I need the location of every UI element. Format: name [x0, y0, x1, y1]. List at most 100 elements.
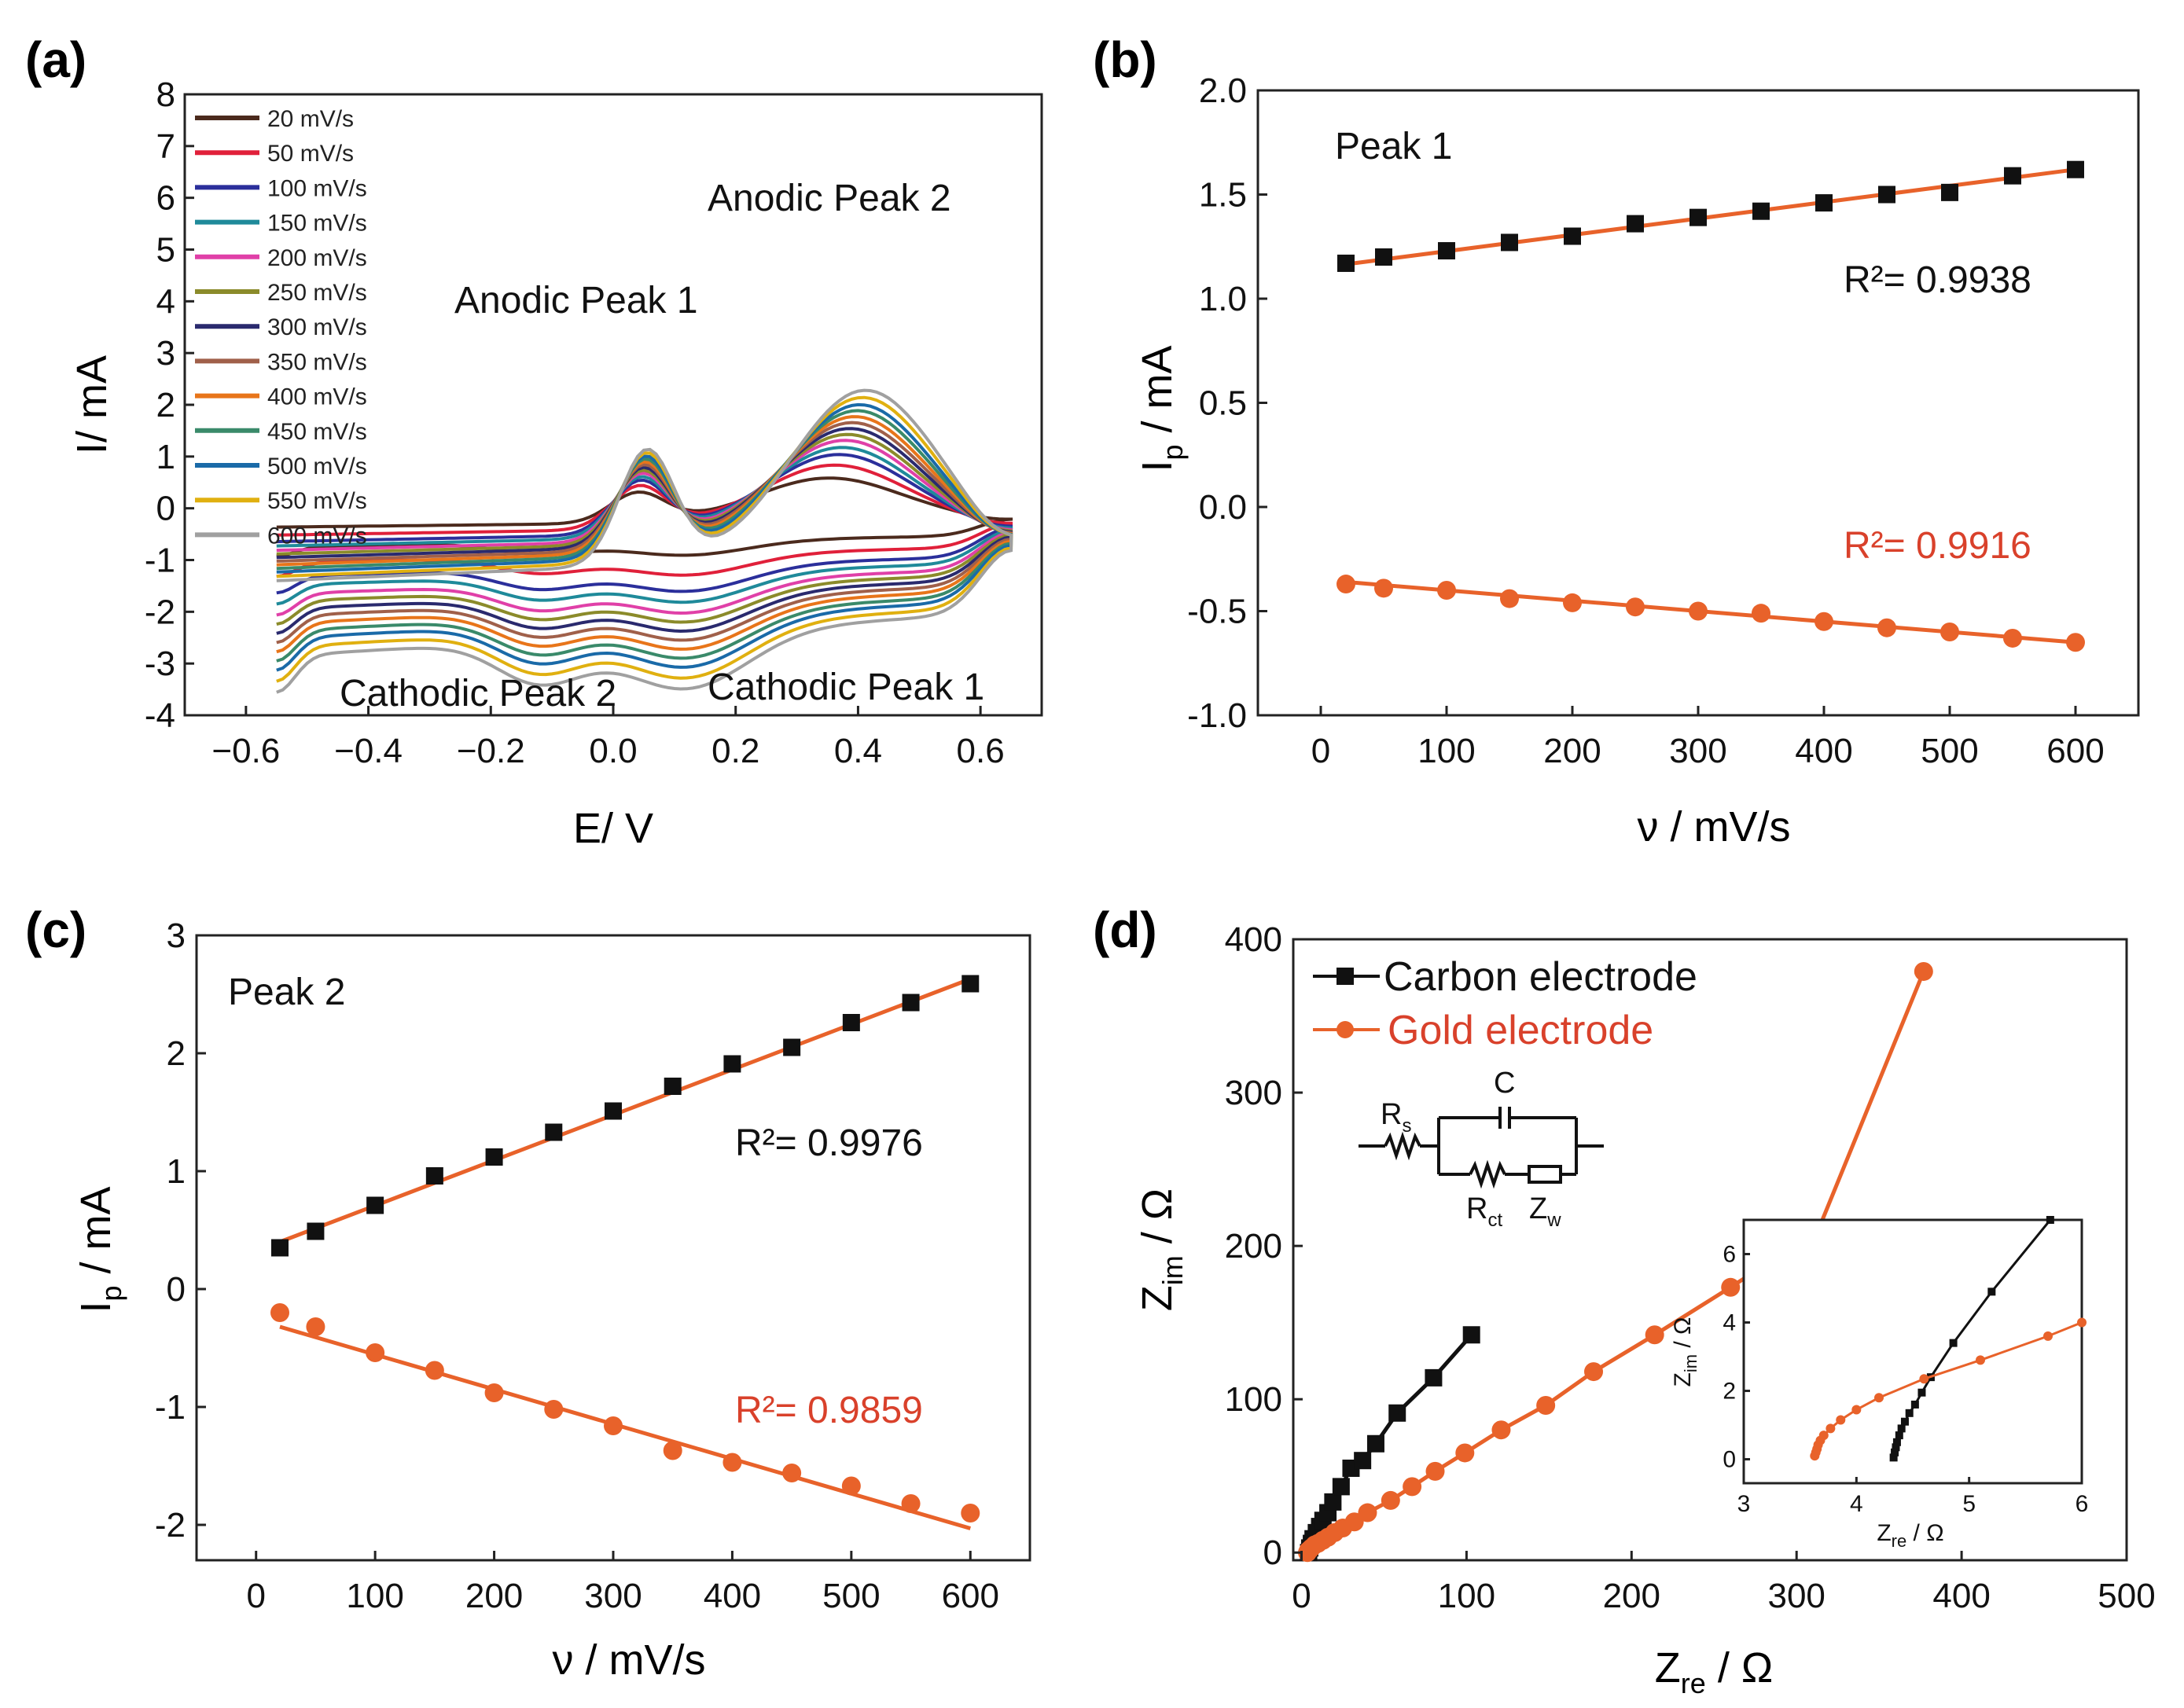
- panel-label-d: (d): [1093, 902, 1157, 958]
- inset-point-carbon: [1949, 1339, 1958, 1347]
- r2-label-anodic: R²= 0.9938: [1844, 259, 2031, 301]
- y-tick-label: 2: [167, 1034, 186, 1073]
- inset-point-gold: [1818, 1431, 1829, 1441]
- x-axis-ticks: −0.6 −0.4 −0.2 0.0 0.2 0.4 0.6: [211, 706, 1005, 770]
- inset-point-gold: [1836, 1415, 1846, 1425]
- data-point-carbon: [1366, 1434, 1384, 1453]
- annotation-cathodic-peak-1: Cathodic Peak 1: [708, 667, 984, 708]
- data-point-anodic: [605, 1102, 622, 1120]
- legend-label: 20 mV/s: [267, 106, 354, 132]
- data-point-gold: [1914, 961, 1933, 981]
- y-tick-label: 5: [156, 231, 175, 270]
- annotation-anodic-peak-2: Anodic Peak 2: [708, 178, 951, 219]
- data-point-anodic: [485, 1148, 503, 1166]
- y-tick-label: 3: [156, 334, 175, 373]
- fit-line-cathodic: [279, 1324, 971, 1530]
- inset-point-carbon: [1900, 1417, 1909, 1426]
- legend-marker-gold: [1337, 1021, 1354, 1038]
- inset-point-gold: [1826, 1423, 1836, 1434]
- data-point-cathodic: [1689, 601, 1708, 621]
- panel-label-b: (b): [1093, 31, 1157, 88]
- data-point-anodic: [902, 994, 920, 1012]
- y-tick-label: 1: [156, 438, 175, 476]
- scatter-series: [1337, 160, 2085, 652]
- inset-point-gold: [2043, 1331, 2053, 1341]
- cv-curve-50-mv-s: [276, 463, 1013, 579]
- data-point-carbon: [1332, 1478, 1350, 1496]
- x-tick-label: 100: [346, 1577, 403, 1615]
- data-point-anodic: [1375, 248, 1392, 266]
- data-point-cathodic: [1814, 612, 1833, 631]
- x-tick-label: 0.6: [957, 732, 1005, 770]
- plot-title: Peak 2: [228, 972, 345, 1013]
- legend-label-carbon: Carbon electrode: [1384, 954, 1697, 1000]
- y-tick-label: 0: [1263, 1534, 1282, 1572]
- y-tick-label: 200: [1225, 1227, 1282, 1265]
- x-tick-label: 300: [1767, 1577, 1825, 1615]
- y-tick-label: 0.5: [1199, 384, 1247, 423]
- data-point-anodic: [783, 1038, 801, 1056]
- annotation-cathodic-peak-2: Cathodic Peak 2: [340, 673, 616, 714]
- inset-y-tick-label: 2: [1723, 1379, 1736, 1405]
- data-point-anodic: [1564, 227, 1581, 245]
- data-point-cathodic: [1626, 597, 1645, 617]
- y-tick-label: 400: [1225, 920, 1282, 959]
- warburg-element-symbol: [1528, 1165, 1562, 1184]
- legend-label-gold: Gold electrode: [1388, 1008, 1653, 1053]
- y-tick-label: -0.5: [1187, 593, 1247, 631]
- data-point-anodic: [1752, 202, 1770, 220]
- data-point-gold: [1425, 1461, 1445, 1481]
- x-axis-ticks: 0 100 200 300 400 500 600: [246, 1551, 999, 1615]
- inset-x-tick-label: 6: [2076, 1491, 2089, 1517]
- legend-marker-carbon: [1337, 968, 1354, 985]
- x-tick-label: 400: [1795, 732, 1852, 770]
- x-tick-label: 400: [1932, 1577, 1990, 1615]
- y-tick-label: 1: [167, 1152, 186, 1191]
- x-tick-label: 0.2: [711, 732, 759, 770]
- data-point-cathodic: [961, 1504, 980, 1523]
- x-tick-label: 300: [1669, 732, 1726, 770]
- y-axis-ticks: 3 2 1 0 -1 -2: [155, 916, 206, 1545]
- data-point-anodic: [1689, 208, 1707, 226]
- legend-label: 500 mV/s: [267, 454, 367, 479]
- legend-label: 550 mV/s: [267, 488, 367, 514]
- data-point-anodic: [1627, 215, 1644, 233]
- data-point-gold: [1584, 1362, 1604, 1382]
- data-point-cathodic: [1437, 581, 1456, 600]
- data-point-cathodic: [841, 1476, 861, 1496]
- inset-point-gold: [1919, 1374, 1929, 1384]
- data-point-cathodic: [1563, 593, 1582, 612]
- data-point-cathodic: [2066, 633, 2085, 652]
- legend: 20 mV/s 50 mV/s 100 mV/s 150 mV/s 200 mV/s 25…: [195, 106, 367, 549]
- y-axis-title: I/ mA: [68, 355, 116, 454]
- data-point-anodic: [1438, 242, 1455, 260]
- data-point-cathodic: [1337, 575, 1355, 594]
- data-point-cathodic: [544, 1400, 564, 1419]
- inset-point-carbon: [1917, 1388, 1926, 1397]
- y-tick-label: 1.5: [1199, 176, 1247, 215]
- y-tick-label: -2: [145, 593, 175, 631]
- inset-point-carbon: [1892, 1438, 1901, 1446]
- data-point-anodic: [307, 1222, 325, 1240]
- x-tick-label: 500: [2098, 1577, 2155, 1615]
- data-point-cathodic: [1500, 589, 1519, 608]
- x-tick-label: 0.0: [589, 732, 637, 770]
- data-point-gold: [1536, 1395, 1556, 1415]
- x-tick-label: 600: [2046, 732, 2104, 770]
- inset-point-carbon: [1905, 1409, 1914, 1417]
- data-point-gold: [1721, 1277, 1741, 1297]
- inset-frame: [1742, 1218, 2083, 1485]
- inset-point-gold: [1976, 1355, 1985, 1365]
- panel-b-peak1-plot: (b) Peak 1 2.0 1.5 1.0 0.5 0.0 -0.5 -1.0 0 100 2…: [1093, 31, 2140, 850]
- x-axis-title: E/ V: [573, 805, 653, 852]
- inset-point-carbon: [2046, 1216, 2054, 1224]
- inset-series: [1810, 1216, 2087, 1462]
- data-point-anodic: [664, 1078, 682, 1095]
- data-point-cathodic: [484, 1383, 504, 1402]
- x-axis-ticks: 0 100 200 300 400 500 600: [1311, 706, 2105, 770]
- inset-y-axis-title: Zim / Ω: [1670, 1317, 1701, 1387]
- legend-label: 200 mV/s: [267, 245, 367, 271]
- cv-curve-600-mv-s: [276, 388, 1013, 694]
- x-axis-title: ν / mV/s: [552, 1636, 705, 1684]
